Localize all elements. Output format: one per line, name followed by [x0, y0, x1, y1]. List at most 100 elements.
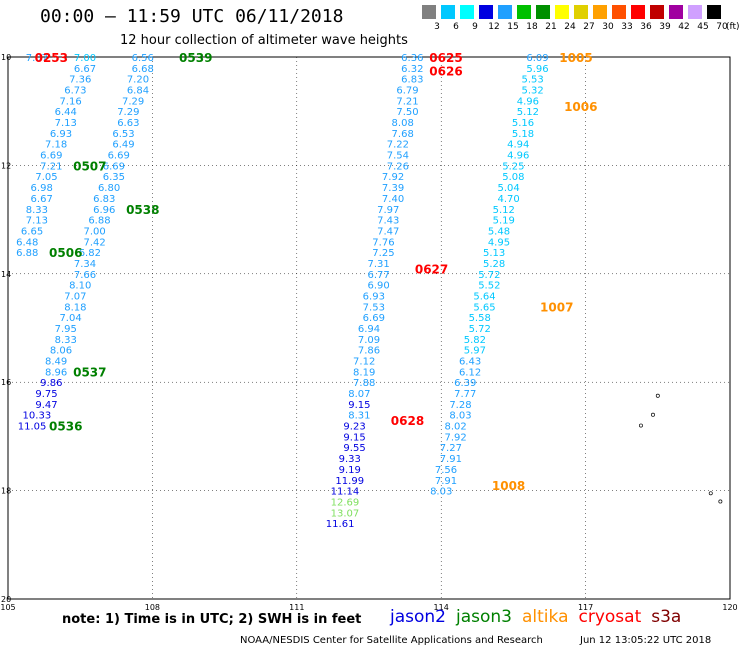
wave-height-value: 5.18 [512, 129, 534, 140]
pass-time-label: 0253 [35, 51, 68, 65]
wave-height-value: 5.72 [469, 324, 491, 335]
wave-height-value: 6.68 [132, 64, 154, 75]
wave-height-value: 13.07 [331, 508, 360, 519]
wave-height-value: 6.12 [459, 367, 481, 378]
generation-timestamp: Jun 12 13:05:22 UTC 2018 [580, 635, 712, 646]
wave-height-value: 9.55 [343, 443, 365, 454]
wave-height-value: 6.39 [454, 378, 476, 389]
wave-height-value: 6.67 [31, 194, 53, 205]
wave-height-value: 7.56 [435, 465, 457, 476]
wave-height-value: 7.53 [363, 302, 385, 313]
wave-height-value: 9.47 [35, 400, 57, 411]
wave-height-value: 8.08 [392, 118, 414, 129]
wave-height-value: 7.47 [377, 226, 399, 237]
wave-height-value: 6.44 [55, 107, 77, 118]
wave-height-value: 5.58 [469, 313, 491, 324]
wave-height-value: 6.35 [103, 172, 125, 183]
scale-swatch [517, 5, 531, 19]
wave-height-value: 5.96 [526, 64, 548, 75]
scale-label: 9 [472, 22, 478, 32]
pass-time-label: 0507 [73, 159, 106, 173]
wave-height-value: 7.31 [367, 259, 389, 270]
legend-item-cryosat: cryosat [578, 607, 642, 627]
wave-height-value: 7.22 [387, 140, 409, 151]
pass-time-label: 0536 [49, 420, 82, 434]
wave-height-value: 6.82 [79, 248, 101, 259]
map-frame [7, 56, 731, 600]
wave-height-value: 5.25 [502, 161, 524, 172]
wave-height-value: 7.21 [40, 161, 62, 172]
wave-height-value: 7.00 [84, 226, 106, 237]
scale-label: 42 [678, 22, 690, 32]
lat-tick-label: 20 [1, 595, 11, 604]
scale-label: 24 [564, 22, 576, 32]
wave-height-value: 8.03 [449, 411, 471, 422]
pass-time-label: 1007 [540, 300, 573, 314]
wave-height-value: 8.33 [55, 335, 77, 346]
wave-height-value: 6.48 [16, 237, 38, 248]
wave-height-value: 7.95 [55, 324, 77, 335]
wave-height-value: 6.69 [40, 151, 62, 162]
wave-height-value: 5.72 [478, 270, 500, 281]
wave-height-value: 8.10 [69, 281, 91, 292]
wave-height-value: 5.65 [473, 302, 495, 313]
wave-height-value: 7.36 [69, 75, 91, 86]
scale-swatch [441, 5, 455, 19]
wave-height-value: 11.05 [18, 422, 47, 433]
scale-swatch [555, 5, 569, 19]
wave-height-value: 5.28 [483, 259, 505, 270]
wave-height-value: 9.75 [35, 389, 57, 400]
scale-swatch [707, 5, 721, 19]
wave-height-value: 7.18 [45, 140, 67, 151]
lon-tick-label: 120 [722, 603, 737, 612]
wave-height-value: 6.56 [132, 53, 154, 64]
island-mark [655, 393, 660, 398]
wave-height-value: 5.12 [493, 205, 515, 216]
scale-label: 70 [716, 22, 728, 32]
lat-tick-label: 18 [1, 487, 11, 496]
wave-height-value: 7.16 [59, 96, 81, 107]
wave-height-value: 6.96 [93, 205, 115, 216]
legend-item-s3a: s3a [651, 607, 682, 627]
lon-tick-label: 117 [578, 603, 593, 612]
wave-height-value: 8.18 [64, 302, 86, 313]
wave-height-value: 7.76 [372, 237, 394, 248]
wave-height-value: 9.15 [348, 400, 370, 411]
wave-height-value: 8.07 [348, 389, 370, 400]
scale-swatch [593, 5, 607, 19]
wave-height-value: 9.23 [343, 422, 365, 433]
wave-height-value: 6.88 [16, 248, 38, 259]
wave-height-value: 8.49 [45, 357, 67, 368]
page-subtitle: 12 hour collection of altimeter wave hei… [120, 33, 408, 48]
scale-label: 33 [621, 22, 633, 32]
wave-height-value: 6.73 [64, 86, 86, 97]
wave-height-value: 12.69 [331, 497, 360, 508]
island-mark [718, 499, 723, 504]
wave-height-value: 7.12 [353, 357, 375, 368]
wave-height-value: 11.14 [331, 487, 360, 498]
wave-height-value: 11.99 [335, 476, 364, 487]
wave-height-value: 5.13 [483, 248, 505, 259]
island-mark [651, 412, 655, 417]
pass-time-label: 0625 [429, 51, 462, 65]
wave-height-value: 7.04 [59, 313, 81, 324]
wave-height-value: 7.25 [372, 248, 394, 259]
wave-height-value: 7.40 [382, 194, 404, 205]
wave-height-value: 5.82 [464, 335, 486, 346]
wave-height-value: 8.19 [353, 367, 375, 378]
wave-height-value: 11.61 [326, 519, 355, 530]
wave-height-value: 8.96 [45, 367, 67, 378]
legend-item-jason3: jason3 [456, 607, 512, 627]
wave-height-value: 9.86 [40, 378, 62, 389]
wave-height-value: 6.94 [358, 324, 380, 335]
wave-height-value: 7.20 [127, 75, 149, 86]
wave-height-value: 7.43 [377, 216, 399, 227]
lat-tick-label: 16 [1, 378, 11, 387]
pass-time-label: 0628 [391, 414, 424, 428]
satellite-legend: jason2 jason3 altika cryosat s3a [390, 607, 691, 627]
wave-height-value: 7.28 [449, 400, 471, 411]
wave-height-value: 4.96 [517, 96, 539, 107]
wave-height-value: 7.27 [440, 443, 462, 454]
wave-height-value: 7.97 [377, 205, 399, 216]
wave-height-value: 7.91 [435, 476, 457, 487]
